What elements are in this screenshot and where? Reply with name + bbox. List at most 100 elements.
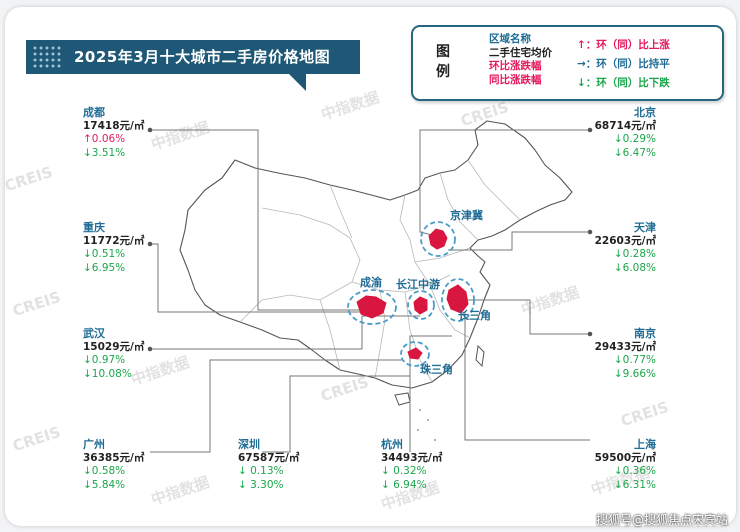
province-boundaries: [239, 159, 521, 383]
city-name: 天津: [634, 221, 656, 234]
city-price: 15029元/㎡: [83, 340, 145, 353]
leader-beijing: [419, 129, 590, 237]
city-yoy: ↓10.08%: [83, 367, 132, 380]
region-label-changsanjiao: 长三角: [458, 308, 491, 322]
region-circles: [347, 221, 475, 367]
legend-field-0: 区域名称: [489, 33, 531, 45]
title-tail: [288, 73, 306, 91]
jingjinji-hotspot: [428, 228, 448, 250]
china-outline: [179, 120, 573, 389]
leader-shenzhen: [262, 375, 410, 453]
city-yoy: ↓3.51%: [83, 146, 126, 159]
chengyu-hotspot: [356, 295, 387, 319]
legend-symbol-2: ↓：环（同）比下跌: [577, 77, 670, 89]
city-name: 广州: [83, 438, 105, 451]
jingjinji-circle: [420, 221, 456, 257]
city-price: 22603元/㎡: [594, 234, 656, 247]
city-name: 南京: [634, 327, 656, 340]
leader-dots: [147, 127, 593, 352]
city-label-chongqing: 重庆 11772元/㎡ ↓0.51% ↓6.95%: [83, 221, 144, 275]
city-price: 68714元/㎡: [594, 119, 656, 132]
city-yoy: ↓6.47%: [613, 146, 656, 159]
legend-symbol-0: ↑：环（同）比上涨: [577, 39, 670, 51]
leader-wuhan: [150, 315, 420, 350]
city-price: 36385元/㎡: [83, 451, 145, 464]
legend-symbol-1: →：环（同）比持平: [577, 58, 670, 70]
changsanjiao-circle: [441, 278, 475, 322]
city-price: 29433元/㎡: [594, 340, 656, 353]
city-name: 成都: [83, 106, 105, 119]
city-label-hangzhou: 杭州 34493元/㎡ ↓ 0.32% ↓ 6.94%: [381, 438, 442, 492]
legend-field-1: 二手住宅均价: [489, 46, 552, 59]
taiwan-island: [475, 344, 485, 368]
title-bar: 2025年3月十大城市二手房价格地图: [26, 40, 360, 74]
leader-chengdu: [150, 129, 362, 311]
city-mom: ↓0.77%: [613, 354, 656, 366]
city-yoy: ↓9.66%: [613, 367, 656, 380]
city-name: 上海: [634, 438, 656, 451]
region-label-zhusanjiao: 珠三角: [420, 362, 453, 376]
changsanjiao-hotspot: [446, 284, 469, 314]
city-mom: ↓0.97%: [83, 354, 126, 366]
leader-chongqing: [150, 243, 372, 313]
city-mom: ↑0.06%: [83, 133, 126, 145]
city-label-nanjing: 南京 29433元/㎡ ↓0.77% ↓9.66%: [595, 327, 656, 381]
city-price: 17418元/㎡: [83, 119, 145, 132]
city-label-tianjin: 天津 22603元/㎡ ↓0.28% ↓6.08%: [595, 221, 656, 275]
leader-hangzhou: [409, 335, 452, 452]
city-mom: ↓0.29%: [613, 133, 656, 145]
city-price: 34493元/㎡: [381, 451, 443, 464]
city-label-wuhan: 武汉 15029元/㎡ ↓0.97% ↓10.08%: [83, 327, 144, 381]
city-name: 武汉: [83, 327, 105, 340]
leader-tianjin: [448, 231, 590, 251]
city-price: 11772元/㎡: [83, 234, 145, 247]
city-label-beijing: 北京 68714元/㎡ ↓0.29% ↓6.47%: [595, 106, 656, 160]
region-label-chengyu: 成渝: [360, 275, 383, 289]
zhusanjiao-circle: [400, 341, 430, 367]
footer-credit: 搜狐号@搜狐焦点宋宾站: [595, 513, 728, 527]
city-mom: ↓0.36%: [613, 465, 656, 477]
legend-field-2: 环比涨跌幅: [489, 60, 542, 72]
legend: 图例 区域名称 二手住宅均价 环比涨跌幅 同比涨跌幅 ↑：环（同）比上涨 →：环（同）比…: [411, 25, 724, 101]
hotspot-shapes: [356, 228, 469, 360]
city-yoy: ↓ 6.94%: [381, 478, 427, 491]
legend-title: 图例: [436, 44, 450, 80]
changjiang-hotspot: [413, 296, 428, 315]
chengyu-circle: [347, 289, 397, 325]
hainan-island: [394, 392, 411, 406]
city-yoy: ↓6.31%: [613, 478, 656, 491]
city-label-shenzhen: 深圳 67587元/㎡ ↓ 0.13% ↓ 3.30%: [238, 438, 299, 492]
region-label-changjiang: 长江中游: [396, 277, 440, 291]
city-price: 67587元/㎡: [238, 451, 300, 464]
leader-shanghai: [464, 312, 590, 441]
city-name: 重庆: [83, 221, 105, 234]
city-label-shanghai: 上海 59500元/㎡ ↓0.36% ↓6.31%: [595, 438, 656, 492]
south-china-sea-islands: [417, 409, 441, 461]
city-yoy: ↓6.95%: [83, 261, 126, 274]
leader-lines: [150, 129, 590, 453]
city-yoy: ↓5.84%: [83, 478, 126, 491]
city-label-guangzhou: 广州 36385元/㎡ ↓0.58% ↓5.84%: [83, 438, 144, 492]
legend-field-list: 区域名称 二手住宅均价 环比涨跌幅 同比涨跌幅: [489, 33, 552, 87]
city-label-chengdu: 成都 17418元/㎡ ↑0.06% ↓3.51%: [83, 106, 144, 160]
city-mom: ↓ 0.13%: [238, 465, 284, 477]
city-yoy: ↓6.08%: [613, 261, 656, 274]
city-yoy: ↓ 3.30%: [238, 478, 284, 491]
leader-guangzhou: [150, 359, 402, 453]
city-price: 59500元/㎡: [594, 451, 656, 464]
dot-grid-icon: [32, 45, 62, 69]
region-label-jingjinji: 京津冀: [450, 208, 483, 222]
city-mom: ↓0.28%: [613, 248, 656, 260]
page-title: 2025年3月十大城市二手房价格地图: [74, 48, 331, 66]
changjiang-circle: [407, 290, 435, 320]
city-name: 深圳: [238, 438, 260, 451]
city-mom: ↓0.51%: [83, 248, 126, 260]
legend-field-3: 同比涨跌幅: [489, 73, 542, 86]
city-name: 杭州: [381, 438, 403, 451]
city-name: 北京: [634, 106, 656, 119]
legend-symbol-list: ↑：环（同）比上涨 →：环（同）比持平 ↓：环（同）比下跌: [577, 36, 670, 93]
zhusanjiao-hotspot: [407, 347, 423, 360]
leader-nanjing: [462, 299, 590, 335]
city-mom: ↓0.58%: [83, 465, 126, 477]
